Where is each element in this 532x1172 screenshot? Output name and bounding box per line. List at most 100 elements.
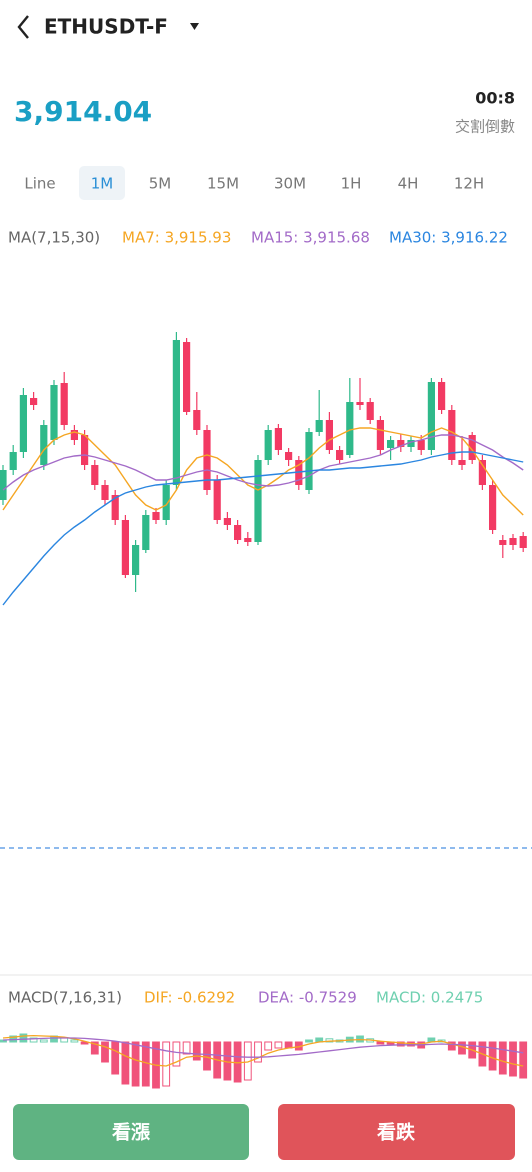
candle-body: [254, 460, 262, 542]
candle-body: [274, 428, 282, 450]
candle-body: [346, 402, 354, 455]
candle-body: [407, 440, 415, 447]
candle-body: [50, 385, 58, 440]
chart: MA(7,15,30) MA7: 3,915.93 MA15: 3,915.68 MA…: [0, 229, 532, 1089]
macd-bar: [376, 1041, 385, 1045]
candle-body: [366, 402, 374, 420]
tab[interactable]: 12H: [454, 175, 484, 193]
macd-line: [2, 1037, 524, 1058]
macd-bar: [519, 1041, 528, 1079]
tab[interactable]: 30M: [274, 175, 306, 193]
tab[interactable]: 15M: [207, 175, 239, 193]
macd-bar: [172, 1041, 181, 1067]
buy-label[interactable]: 看漲: [111, 1122, 151, 1144]
macd-bar: [101, 1041, 109, 1063]
candle-body: [376, 420, 384, 450]
candle-body: [81, 435, 89, 465]
macd-bar: [447, 1041, 456, 1051]
macd-bar: [111, 1041, 120, 1075]
candle-body: [234, 525, 242, 540]
macd-bar: [29, 1037, 38, 1043]
symbol-title[interactable]: ETHUSDT-F: [44, 15, 168, 39]
candle-body: [162, 485, 170, 520]
macd-legend-entry: DEA: -0.7529: [258, 989, 357, 1007]
candle-body: [132, 545, 140, 575]
macd-bar: [19, 1033, 28, 1043]
macd-bar: [70, 1039, 79, 1043]
macd-bar: [396, 1041, 405, 1047]
candle-body: [152, 512, 160, 520]
candle-body: [172, 340, 180, 485]
candle-body: [387, 440, 395, 448]
candle-body: [489, 485, 497, 530]
macd-bar: [498, 1041, 507, 1075]
sell-button[interactable]: [278, 1104, 515, 1160]
candle-body: [438, 382, 446, 410]
macd-bar: [274, 1041, 283, 1049]
macd-legend-entry: DIF: -0.6292: [144, 989, 235, 1007]
active-tab-bg: [79, 166, 125, 200]
macd-bar: [488, 1041, 497, 1071]
macd-bar: [192, 1041, 201, 1061]
candle-body: [325, 420, 333, 450]
sell-label[interactable]: 看跌: [376, 1121, 416, 1144]
dropdown-icon[interactable]: [190, 23, 199, 30]
candle-body: [244, 538, 252, 542]
macd-bar: [90, 1041, 99, 1055]
macd-legend-title: MACD(7,16,31): [8, 989, 122, 1007]
macd-line: [2, 1034, 524, 1067]
ma-line: [2, 434, 524, 491]
macd-bar: [325, 1038, 334, 1043]
candle-body: [264, 430, 272, 460]
macd-bar: [162, 1041, 171, 1087]
candle-body: [203, 430, 211, 490]
legend-entry: MA15: 3,915.68: [251, 229, 370, 247]
candle-body: [519, 536, 527, 548]
macd-bar: [121, 1041, 130, 1085]
candle-body: [499, 540, 507, 545]
tab[interactable]: 4H: [398, 175, 419, 193]
candle-body: [223, 518, 231, 525]
legend-title: MA(7,15,30): [8, 229, 100, 247]
ma-line: [2, 451, 524, 606]
tab[interactable]: Line: [24, 175, 55, 193]
candle-body: [30, 398, 38, 405]
candle-body: [91, 465, 99, 485]
ma-line: [2, 427, 524, 516]
candle-body: [458, 460, 466, 465]
macd-bar: [264, 1041, 273, 1051]
candle-body: [285, 452, 293, 460]
candle-body: [315, 420, 323, 432]
price: 3,914.04: [14, 95, 152, 128]
candle-body: [478, 460, 486, 485]
candle-body: [213, 480, 221, 520]
candle-body: [427, 382, 435, 450]
buy-button[interactable]: [13, 1104, 249, 1160]
candle-body: [101, 485, 109, 500]
macd-bar: [80, 1041, 89, 1045]
candle-body: [397, 440, 405, 447]
candle-body: [417, 440, 425, 450]
candle-body: [142, 515, 150, 550]
countdown: 00:8: [475, 89, 515, 108]
candle-body: [305, 432, 313, 490]
candle-body: [0, 470, 7, 500]
macd-bar: [203, 1041, 211, 1071]
macd-legend-entry: MACD: 0.2475: [376, 989, 483, 1007]
candle-body: [336, 450, 344, 460]
macd-bar: [509, 1041, 517, 1077]
candle-body: [40, 425, 48, 465]
candle-body: [356, 402, 364, 405]
tab[interactable]: 1M: [91, 175, 114, 193]
candle-body: [509, 538, 517, 545]
candle-body: [9, 452, 17, 470]
candle-body: [60, 383, 68, 425]
candle-body: [183, 342, 191, 412]
macd-bar: [254, 1041, 262, 1063]
tab[interactable]: 1H: [341, 175, 362, 193]
back-icon[interactable]: [17, 15, 29, 39]
tab[interactable]: 5M: [149, 175, 172, 193]
legend-entry: MA30: 3,916.22: [389, 229, 508, 247]
